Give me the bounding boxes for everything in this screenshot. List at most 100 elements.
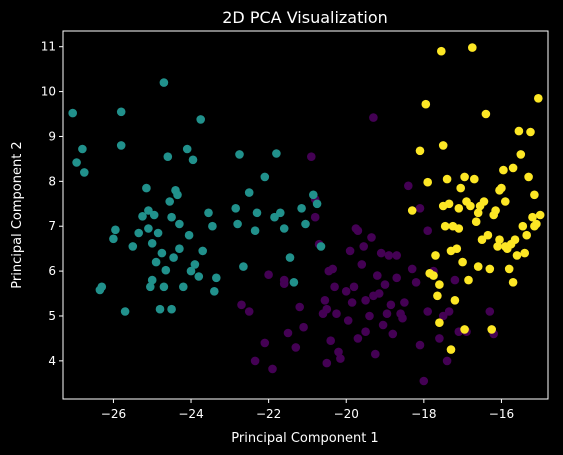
point-series-0-58 bbox=[411, 278, 421, 287]
y-tick-label-0: 4 bbox=[48, 354, 56, 368]
point-series-0-39 bbox=[365, 311, 374, 321]
point-series-0-11 bbox=[299, 322, 308, 332]
point-series-2-39 bbox=[493, 242, 502, 251]
point-series-0-42 bbox=[371, 349, 380, 359]
point-series-1-43 bbox=[208, 221, 217, 231]
point-series-0-67 bbox=[450, 275, 460, 285]
point-series-2-31 bbox=[477, 235, 487, 244]
point-series-2-42 bbox=[499, 165, 508, 175]
point-series-0-55 bbox=[400, 298, 409, 307]
point-series-1-19 bbox=[151, 257, 161, 267]
point-series-2-9 bbox=[437, 46, 446, 56]
point-series-1-16 bbox=[147, 239, 157, 248]
point-series-2-3 bbox=[423, 177, 433, 187]
point-series-1-56 bbox=[276, 208, 285, 218]
point-series-2-1 bbox=[415, 146, 425, 156]
point-series-0-31 bbox=[349, 282, 359, 292]
point-series-1-53 bbox=[260, 172, 270, 182]
point-series-0-12 bbox=[307, 152, 316, 161]
point-series-1-8 bbox=[116, 107, 126, 117]
point-series-1-36 bbox=[186, 266, 196, 276]
point-series-2-61 bbox=[535, 210, 545, 220]
point-series-2-13 bbox=[442, 174, 452, 184]
point-series-1-60 bbox=[297, 204, 306, 213]
point-series-0-2 bbox=[244, 307, 254, 316]
point-series-1-13 bbox=[142, 183, 151, 193]
point-series-2-70 bbox=[530, 221, 539, 231]
point-series-1-24 bbox=[161, 265, 171, 275]
point-series-1-0 bbox=[68, 108, 77, 118]
point-series-2-7 bbox=[433, 291, 442, 301]
point-series-1-68 bbox=[134, 228, 143, 238]
point-series-1-44 bbox=[210, 287, 219, 296]
point-series-0-44 bbox=[374, 289, 384, 298]
point-series-1-64 bbox=[316, 242, 326, 251]
point-series-1-48 bbox=[235, 150, 244, 159]
chart-title: 2D PCA Visualization bbox=[222, 8, 388, 27]
point-series-1-7 bbox=[111, 225, 120, 235]
point-series-0-59 bbox=[415, 340, 425, 350]
point-series-0-74 bbox=[392, 251, 402, 260]
point-series-2-2 bbox=[421, 99, 431, 109]
point-series-0-1 bbox=[237, 300, 246, 310]
point-series-1-34 bbox=[182, 144, 192, 154]
point-series-0-49 bbox=[384, 251, 394, 260]
x-tick-label-1: −24 bbox=[178, 407, 203, 421]
point-series-0-7 bbox=[279, 275, 289, 285]
point-series-1-58 bbox=[285, 253, 295, 262]
point-series-1-46 bbox=[231, 204, 240, 213]
point-series-2-57 bbox=[528, 212, 537, 222]
point-series-1-23 bbox=[159, 282, 169, 292]
point-series-1-18 bbox=[149, 210, 159, 220]
point-series-1-14 bbox=[144, 224, 153, 233]
point-series-0-29 bbox=[345, 246, 355, 256]
point-series-0-69 bbox=[485, 307, 495, 316]
point-series-2-34 bbox=[483, 230, 493, 240]
point-series-1-33 bbox=[179, 282, 188, 292]
y-tick-label-3: 7 bbox=[48, 219, 56, 233]
point-series-0-5 bbox=[268, 364, 277, 374]
point-series-1-52 bbox=[252, 208, 262, 218]
point-series-2-5 bbox=[429, 271, 438, 280]
point-series-1-6 bbox=[109, 234, 118, 244]
point-series-2-8 bbox=[435, 318, 444, 328]
point-series-2-19 bbox=[454, 204, 464, 213]
y-axis-label: Principal Component 2 bbox=[10, 141, 25, 288]
point-series-1-25 bbox=[163, 152, 173, 161]
point-series-0-56 bbox=[404, 181, 413, 191]
point-series-0-46 bbox=[378, 320, 388, 330]
point-series-1-66 bbox=[144, 206, 153, 215]
point-series-1-51 bbox=[250, 226, 260, 235]
point-series-0-38 bbox=[361, 327, 370, 337]
point-series-1-59 bbox=[289, 278, 299, 287]
point-series-2-28 bbox=[471, 217, 481, 226]
point-series-0-26 bbox=[336, 354, 345, 363]
point-series-1-47 bbox=[233, 219, 242, 229]
point-series-2-26 bbox=[468, 43, 477, 52]
point-series-0-35 bbox=[357, 260, 367, 269]
point-series-0-36 bbox=[359, 242, 369, 251]
point-series-0-54 bbox=[398, 313, 407, 323]
point-series-0-3 bbox=[250, 356, 260, 366]
point-series-2-17 bbox=[450, 296, 460, 305]
point-series-1-10 bbox=[120, 307, 130, 316]
point-series-1-42 bbox=[204, 208, 213, 218]
point-series-0-24 bbox=[332, 309, 341, 319]
point-series-0-28 bbox=[343, 316, 353, 325]
point-series-0-50 bbox=[386, 300, 396, 310]
y-tick-label-1: 5 bbox=[48, 309, 56, 323]
y-axis: 4 5 6 7 8 9 10 11 bbox=[41, 40, 63, 368]
point-series-2-51 bbox=[516, 150, 526, 159]
point-series-0-64 bbox=[438, 311, 448, 321]
point-series-0-22 bbox=[328, 264, 338, 274]
point-series-2-12 bbox=[440, 221, 450, 231]
point-series-0-33 bbox=[353, 226, 363, 235]
point-series-0-4 bbox=[260, 338, 270, 348]
point-series-0-9 bbox=[291, 343, 301, 352]
data-points bbox=[68, 43, 545, 386]
x-tick-label-2: −22 bbox=[256, 407, 281, 421]
point-series-1-5 bbox=[97, 282, 107, 292]
point-series-2-22 bbox=[460, 172, 469, 182]
point-series-2-56 bbox=[526, 127, 535, 137]
